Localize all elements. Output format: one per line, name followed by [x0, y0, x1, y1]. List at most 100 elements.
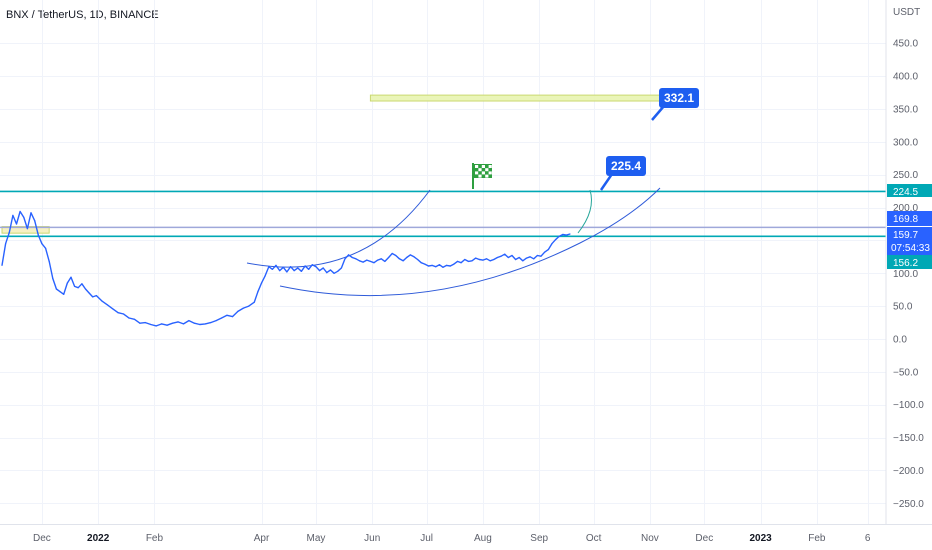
- callout-box: [606, 156, 646, 176]
- data-point: [70, 276, 72, 278]
- data-point: [391, 252, 393, 255]
- axis-unit: USDT: [893, 7, 920, 18]
- data-point: [84, 288, 87, 290]
- price-tag-159.7: 159.7 07:54:33: [887, 227, 932, 255]
- callouts: 332.1 225.4: [599, 88, 699, 191]
- data-point: [496, 256, 498, 259]
- arc-lower: [279, 187, 661, 297]
- data-point: [453, 263, 455, 265]
- data-point: [417, 258, 419, 261]
- horizontal-lines: [0, 190, 886, 238]
- data-point: [464, 258, 466, 261]
- x-tick-label: Aug: [474, 533, 492, 544]
- data-point: [337, 270, 339, 272]
- data-point: [150, 323, 152, 326]
- data-point: [427, 265, 430, 267]
- x-tick-label: 2023: [749, 533, 772, 544]
- data-point: [1, 264, 3, 266]
- y-tick-label: −50.0: [893, 367, 919, 378]
- data-point: [377, 259, 379, 261]
- data-point: [511, 254, 513, 257]
- price-tags: 169.8 159.7 07:54:33 224.5 156.2: [887, 184, 932, 269]
- y-tick-label: 300.0: [893, 137, 918, 148]
- data-point: [88, 292, 90, 294]
- data-point: [540, 255, 542, 257]
- callout-pointer: [599, 173, 614, 191]
- zones: [1, 94, 678, 234]
- data-point: [210, 322, 212, 324]
- data-point: [12, 214, 14, 216]
- price-tag-box: [887, 255, 932, 269]
- data-point: [112, 308, 114, 310]
- data-point: [204, 323, 206, 325]
- y-tick-label: −250.0: [893, 499, 924, 510]
- data-point: [95, 295, 97, 297]
- data-point: [406, 256, 408, 259]
- data-point: [63, 293, 65, 295]
- arc-small: [577, 189, 592, 234]
- x-tick-labels: Dec 2022 Feb Apr May Jun Jul Aug Sep Oct Nov Dec 202…: [33, 533, 871, 544]
- data-point: [460, 262, 462, 264]
- data-point: [438, 264, 440, 266]
- data-point: [471, 260, 473, 262]
- data-point: [23, 216, 25, 218]
- data-point: [475, 257, 477, 259]
- data-point: [507, 256, 509, 259]
- y-tick-label: −100.0: [893, 400, 924, 411]
- data-point: [565, 234, 568, 236]
- data-point: [493, 258, 495, 261]
- data-point: [304, 265, 306, 267]
- data-point: [311, 264, 313, 266]
- x-tick-label: Feb: [808, 533, 826, 544]
- y-tick-label: 200.0: [893, 203, 918, 214]
- data-point: [446, 264, 448, 266]
- time-axis[interactable]: [0, 524, 932, 550]
- flag-check: [488, 165, 492, 168]
- data-point: [373, 262, 375, 264]
- data-point: [431, 264, 433, 266]
- data-point: [48, 260, 50, 262]
- x-tick-label: Nov: [641, 533, 659, 544]
- countdown-label: 07:54:33: [891, 243, 930, 254]
- y-tick-label: 400.0: [893, 72, 918, 83]
- data-point: [237, 310, 239, 312]
- data-point: [275, 264, 277, 266]
- data-point: [226, 314, 228, 316]
- price-tag-box: [887, 184, 932, 197]
- data-point: [139, 322, 141, 324]
- data-point: [333, 272, 335, 274]
- data-point: [279, 270, 281, 272]
- data-point: [248, 305, 250, 307]
- data-point: [177, 321, 179, 323]
- data-point: [161, 323, 163, 325]
- data-point: [293, 270, 295, 272]
- data-point: [133, 318, 136, 320]
- data-point: [117, 312, 119, 314]
- data-point: [81, 283, 83, 285]
- y-tick-label: 350.0: [893, 104, 918, 115]
- data-point: [518, 256, 520, 259]
- data-point: [533, 258, 535, 260]
- y-tick-label: 100.0: [893, 269, 918, 280]
- data-point: [271, 268, 273, 270]
- data-point: [420, 262, 422, 264]
- data-point: [92, 296, 94, 298]
- x-tick-label: Apr: [254, 533, 270, 544]
- data-point: [19, 210, 21, 213]
- data-point: [558, 235, 560, 237]
- data-point: [106, 304, 108, 306]
- price-tag-label: 156.2: [893, 258, 918, 269]
- drawings: [246, 187, 661, 297]
- data-point: [286, 271, 288, 273]
- data-point: [315, 266, 317, 268]
- data-point: [30, 212, 32, 214]
- data-point: [456, 260, 459, 262]
- data-point: [340, 267, 342, 269]
- data-point: [449, 265, 451, 267]
- data-point: [482, 259, 484, 261]
- data-point: [74, 285, 76, 287]
- price-tag-label: 224.5: [893, 187, 918, 198]
- data-point: [551, 243, 553, 245]
- data-point: [329, 269, 332, 271]
